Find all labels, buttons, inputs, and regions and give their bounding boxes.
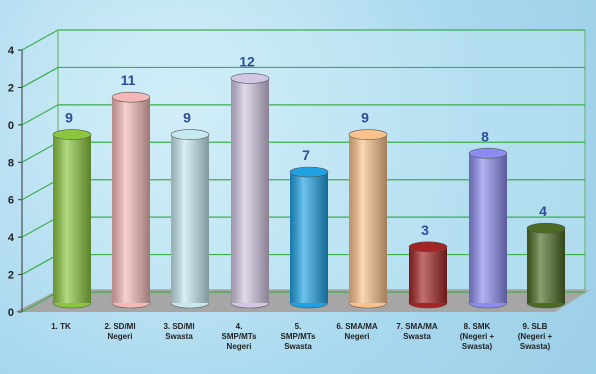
grid-line <box>21 254 59 276</box>
value-label: 8 <box>481 128 489 144</box>
x-tick-label: 9. SLB (Negeri + Swasta) <box>517 322 553 351</box>
bar-shade <box>409 246 447 303</box>
x-tick-label: 2. SD/MI Negeri <box>104 322 136 341</box>
bar-shade <box>171 134 209 303</box>
grid-line <box>21 66 59 88</box>
grid-line <box>21 179 59 201</box>
x-tick-label: 5. SMP/MTs Swasta <box>280 322 316 351</box>
bar-shade <box>527 228 565 303</box>
value-label: 9 <box>183 110 191 126</box>
bar-shade <box>469 153 507 303</box>
y-tick-label: 0 <box>8 307 14 319</box>
grid-line <box>21 141 59 163</box>
x-tick-label: 4. SMP/MTs Negeri <box>221 322 257 351</box>
bar-shade <box>112 97 150 304</box>
bar-top <box>468 147 508 159</box>
bar-top <box>348 129 388 140</box>
y-tick-label: 2 <box>8 82 14 94</box>
x-tick-label: 8. SMK (Negeri + Swasta) <box>459 322 495 351</box>
bar-shade <box>231 78 269 303</box>
bar-top <box>52 129 92 140</box>
value-label: 12 <box>239 53 255 69</box>
grid-line <box>21 216 59 238</box>
value-label: 3 <box>421 222 429 238</box>
bar-top <box>408 241 448 253</box>
x-tick-label: 1. TK <box>51 322 71 331</box>
y-tick-label: 8 <box>8 157 14 169</box>
grid-line <box>21 104 59 126</box>
y-tick-label: 4 <box>8 45 15 57</box>
grid-line <box>21 29 59 51</box>
bar-top <box>111 91 151 103</box>
bar-shade <box>290 172 328 303</box>
bar-top <box>230 73 270 84</box>
x-tick-label: 3. SD/MI Swasta <box>163 322 195 341</box>
bar-top <box>526 222 566 234</box>
bar-shade <box>53 134 91 303</box>
x-tick-label: 7. SMA/MA Swasta <box>396 322 438 341</box>
value-label: 4 <box>539 203 547 219</box>
y-tick-label: 2 <box>8 270 14 282</box>
bar-top <box>170 129 210 140</box>
bar-shade <box>349 134 387 303</box>
x-tick-label: 6. SMA/MA Negeri <box>336 322 378 341</box>
bar-top <box>289 166 329 178</box>
value-label: 9 <box>361 110 369 126</box>
value-label: 11 <box>121 72 136 88</box>
y-tick-label: 0 <box>8 120 14 132</box>
y-tick-label: 6 <box>8 195 14 207</box>
y-tick-label: 4 <box>8 232 15 244</box>
value-label: 9 <box>65 110 73 126</box>
grid-line <box>21 291 59 313</box>
value-label: 7 <box>302 147 310 163</box>
